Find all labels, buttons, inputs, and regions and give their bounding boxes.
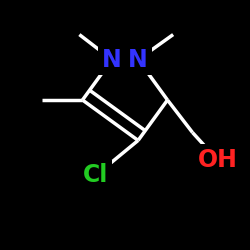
Text: Cl: Cl	[83, 164, 108, 188]
Text: OH: OH	[198, 148, 237, 172]
Text: N: N	[102, 48, 122, 72]
Text: N: N	[128, 48, 148, 72]
